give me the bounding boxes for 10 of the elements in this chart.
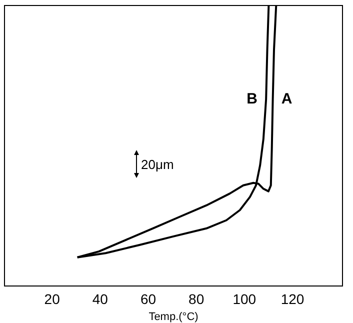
- x-tick-label: 40: [92, 290, 108, 307]
- x-tick-label: 120: [280, 290, 304, 307]
- x-tick-label: 20: [44, 290, 60, 307]
- x-axis-title: Temp.(°C): [148, 311, 198, 323]
- annotation: 20μm: [141, 156, 174, 172]
- series-label: B: [246, 90, 258, 108]
- series-label: A: [281, 90, 292, 108]
- x-tick-label: 60: [140, 290, 156, 307]
- x-tick-label: 100: [232, 290, 256, 307]
- x-tick-label: 80: [188, 290, 204, 307]
